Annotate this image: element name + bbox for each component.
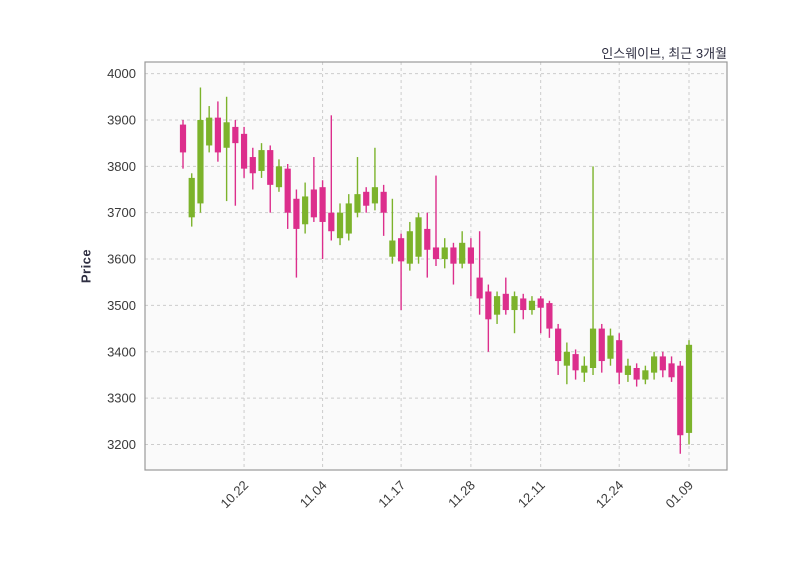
candle-body-up	[258, 150, 265, 171]
chart-title: 인스웨이브, 최근 3개월	[601, 46, 727, 61]
candle-body-down	[485, 291, 492, 320]
candle-body-up	[563, 351, 570, 366]
y-tick-label: 4000	[107, 66, 136, 81]
candle-body-down	[450, 247, 457, 264]
y-tick-label: 3300	[107, 391, 136, 406]
candle-body-up	[685, 344, 693, 433]
y-tick-label: 3800	[107, 159, 136, 174]
candle-body-down	[284, 168, 291, 213]
candle-body-down	[520, 298, 527, 311]
candle-body-down	[319, 187, 326, 222]
candle-body-down	[179, 124, 187, 153]
candle-body-up	[223, 122, 230, 148]
candle-body-up	[651, 356, 658, 373]
candle-body-down	[659, 356, 666, 371]
candle-body-up	[528, 300, 536, 311]
candle-body-down	[424, 228, 431, 250]
candle-body-up	[371, 187, 379, 204]
candle-body-down	[476, 277, 483, 299]
candle-body-down	[572, 354, 579, 371]
candle-body-up	[389, 240, 396, 257]
candle-body-up	[345, 203, 352, 234]
candle-body-up	[275, 166, 283, 188]
candle-body-down	[502, 293, 509, 311]
candle-body-up	[459, 242, 466, 264]
candle-body-down	[633, 368, 640, 380]
candle-body-down	[249, 157, 256, 174]
candle-body-down	[293, 198, 300, 229]
candle-body-down	[380, 191, 387, 213]
candle-body-up	[624, 365, 632, 375]
candle-body-up	[493, 296, 501, 315]
x-tick-label: 11.28	[445, 478, 478, 511]
candle-body-up	[336, 212, 344, 239]
candle-body-up	[188, 177, 195, 218]
y-axis-label: Price	[78, 248, 94, 284]
candle-body-down	[616, 340, 623, 373]
x-tick-label: 11.17	[375, 478, 408, 511]
candle-body-down	[267, 150, 274, 185]
candle-body-up	[441, 247, 448, 260]
candle-body-up	[642, 370, 649, 380]
candle-body-down	[668, 363, 675, 378]
candle-body-down	[537, 298, 544, 308]
y-tick-label: 3400	[107, 344, 136, 359]
candle-body-up	[607, 335, 614, 359]
candle-body-up	[511, 296, 518, 311]
y-tick-label: 3600	[107, 252, 136, 267]
candle-body-down	[598, 328, 605, 362]
candle-body-up	[197, 119, 204, 204]
plot-border	[144, 61, 728, 471]
candle-body-down	[328, 212, 335, 232]
candle-body-up	[589, 328, 597, 368]
candle-body-down	[240, 133, 248, 169]
y-tick-label: 3900	[107, 112, 136, 127]
candle-body-down	[363, 191, 370, 206]
candle-body-up	[354, 194, 361, 213]
candle-body-down	[546, 303, 553, 329]
candle-body-up	[302, 196, 309, 225]
x-tick-label: 11.04	[297, 478, 330, 511]
candle-body-down	[232, 126, 239, 144]
candle-body-down	[677, 365, 684, 436]
y-tick-label: 3200	[107, 437, 136, 452]
x-tick-label: 01.09	[663, 478, 697, 512]
candle-body-down	[432, 247, 440, 260]
y-tick-label: 3500	[107, 298, 136, 313]
candle-body-up	[206, 117, 213, 146]
x-tick-label: 12.24	[593, 478, 627, 512]
x-tick-label: 10.22	[218, 478, 252, 512]
candle-body-down	[555, 328, 562, 362]
x-tick-label: 12.11	[515, 478, 548, 511]
candle-body-down	[467, 247, 474, 264]
y-tick-label: 3700	[107, 205, 136, 220]
candle-body-up	[581, 365, 588, 373]
candle-body-up	[406, 231, 413, 264]
candle-body-down	[310, 189, 317, 218]
candle-body-down	[214, 117, 221, 153]
candle-body-up	[415, 217, 422, 257]
candle-body-down	[398, 238, 405, 262]
